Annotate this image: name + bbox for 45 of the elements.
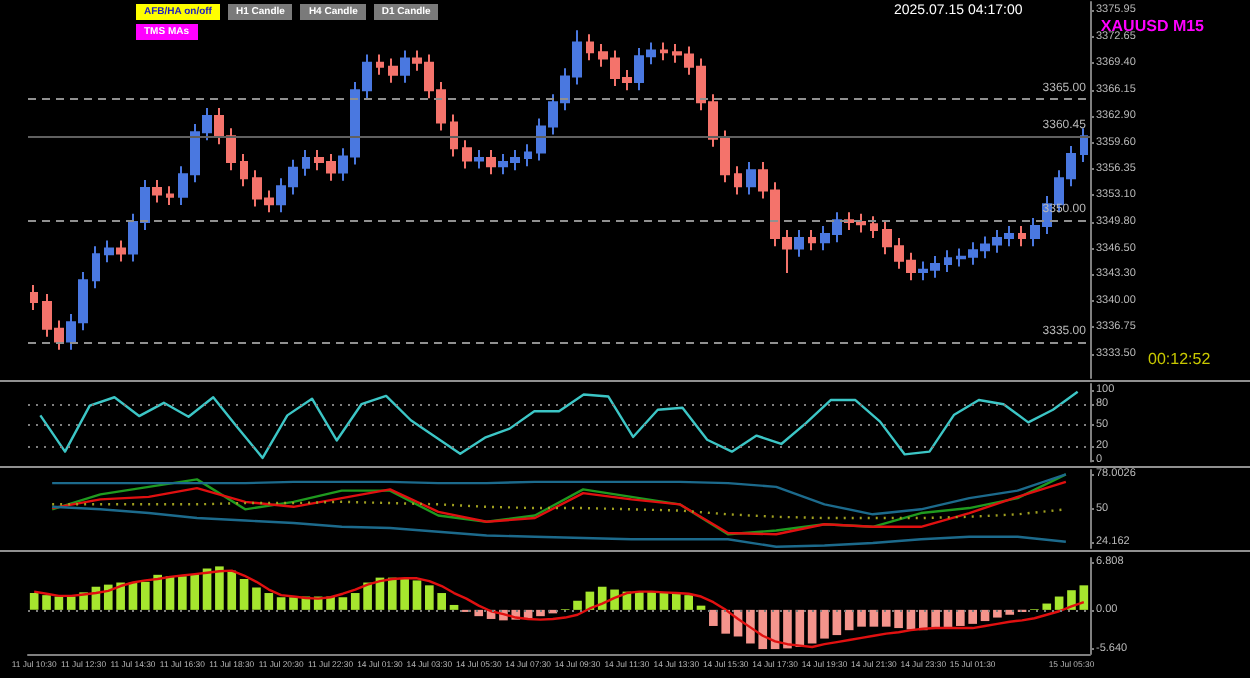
candlestick [794, 229, 804, 258]
candlestick [116, 239, 126, 263]
bar [536, 609, 545, 617]
candlestick [870, 215, 878, 240]
candlestick [944, 249, 952, 274]
bar [54, 596, 64, 610]
candlestick [660, 41, 668, 62]
bar [412, 580, 422, 610]
candlestick [30, 284, 38, 312]
candlestick [1080, 127, 1088, 164]
candlestick [240, 153, 248, 188]
candlestick [302, 148, 310, 177]
bar [449, 604, 459, 610]
candlestick [474, 148, 484, 170]
line-series [50, 473, 1068, 516]
bar [820, 609, 829, 639]
line-series [39, 390, 1079, 460]
bar [338, 597, 348, 610]
candlestick [152, 178, 162, 204]
bar [42, 595, 51, 610]
bar [289, 597, 298, 610]
candlestick [388, 57, 398, 84]
candlestick [400, 49, 410, 84]
bar [29, 593, 39, 610]
bar [832, 609, 842, 636]
candlestick [462, 139, 472, 170]
candlestick [808, 229, 816, 252]
bar [869, 609, 879, 627]
bar [573, 600, 582, 610]
text: 00:12:52 [1148, 350, 1211, 368]
candlestick [486, 148, 496, 176]
candlestick [104, 239, 114, 264]
line-series [32, 569, 1086, 649]
bar [276, 597, 286, 610]
candlestick [746, 161, 756, 196]
candlestick [376, 53, 384, 76]
candlestick [92, 245, 100, 290]
candlestick [166, 185, 174, 206]
candlestick [450, 113, 458, 158]
candlestick [1018, 224, 1026, 248]
candlestick [524, 143, 532, 168]
line-series [50, 505, 1068, 548]
candlestick [586, 33, 594, 62]
bar [239, 579, 249, 610]
candlestick [734, 165, 742, 196]
